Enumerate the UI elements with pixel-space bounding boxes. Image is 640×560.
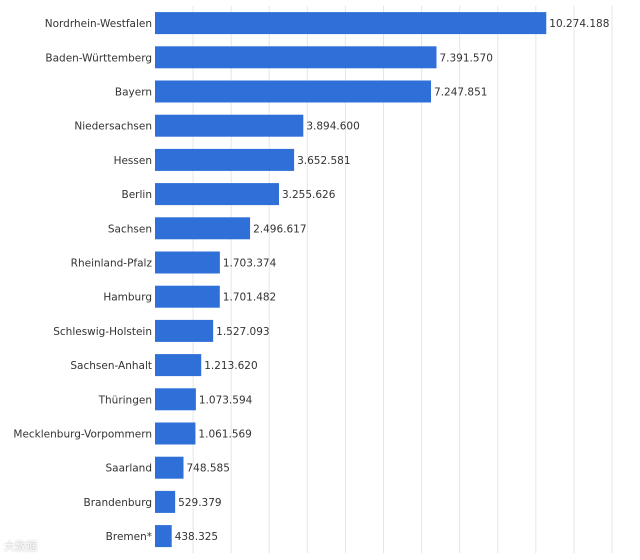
watermark-text: 大数据 bbox=[4, 540, 37, 553]
value-label: 438.325 bbox=[175, 531, 218, 543]
bar-5 bbox=[155, 183, 279, 206]
bars bbox=[155, 12, 547, 548]
value-label: 3.894.600 bbox=[306, 121, 359, 133]
bar-12 bbox=[155, 422, 196, 445]
category-label: Brandenburg bbox=[83, 497, 152, 509]
bar-15 bbox=[155, 525, 172, 548]
value-label: 1.213.620 bbox=[204, 360, 257, 372]
category-label: Schleswig-Holstein bbox=[53, 326, 152, 338]
category-label: Niedersachsen bbox=[74, 121, 152, 133]
category-label: Nordrhein-Westfalen bbox=[45, 18, 152, 30]
bar-2 bbox=[155, 80, 432, 103]
value-label: 748.585 bbox=[187, 463, 230, 475]
bar-0 bbox=[155, 12, 547, 35]
category-label: Bremen* bbox=[106, 531, 152, 543]
bar-9 bbox=[155, 319, 214, 342]
value-label: 1.073.594 bbox=[199, 394, 253, 406]
value-label: 3.652.581 bbox=[297, 155, 350, 167]
bar-10 bbox=[155, 354, 202, 377]
value-label: 2.496.617 bbox=[253, 223, 306, 235]
category-label: Sachsen bbox=[108, 223, 152, 235]
bar-3 bbox=[155, 114, 304, 137]
category-label: Mecklenburg-Vorpommern bbox=[13, 429, 152, 441]
category-label: Saarland bbox=[105, 463, 152, 475]
category-label: Hessen bbox=[114, 155, 152, 167]
bar-1 bbox=[155, 46, 437, 69]
value-label: 1.703.374 bbox=[223, 258, 277, 270]
category-label: Thüringen bbox=[98, 394, 152, 406]
category-label: Hamburg bbox=[103, 292, 152, 304]
bar-8 bbox=[155, 285, 220, 308]
category-label: Baden-Württemberg bbox=[45, 52, 152, 64]
bar-14 bbox=[155, 490, 176, 513]
value-label: 3.255.626 bbox=[282, 189, 336, 201]
value-label: 1.061.569 bbox=[198, 429, 251, 441]
bar-13 bbox=[155, 456, 184, 479]
value-label: 529.379 bbox=[178, 497, 221, 509]
category-label: Berlin bbox=[122, 189, 152, 201]
value-label: 7.391.570 bbox=[439, 52, 492, 64]
bar-11 bbox=[155, 388, 196, 411]
category-label: Rheinland-Pfalz bbox=[71, 258, 153, 270]
category-label: Bayern bbox=[115, 87, 152, 99]
category-label: Sachsen-Anhalt bbox=[70, 360, 152, 372]
bar-6 bbox=[155, 217, 251, 240]
value-label: 7.247.851 bbox=[434, 87, 487, 99]
value-label: 1.701.482 bbox=[223, 292, 276, 304]
labels: Nordrhein-Westfalen 10.274.188 Baden-Württ… bbox=[13, 18, 609, 543]
value-label: 10.274.188 bbox=[549, 18, 609, 30]
bar-7 bbox=[155, 251, 220, 274]
value-label: 1.527.093 bbox=[216, 326, 269, 338]
bar-4 bbox=[155, 148, 295, 171]
